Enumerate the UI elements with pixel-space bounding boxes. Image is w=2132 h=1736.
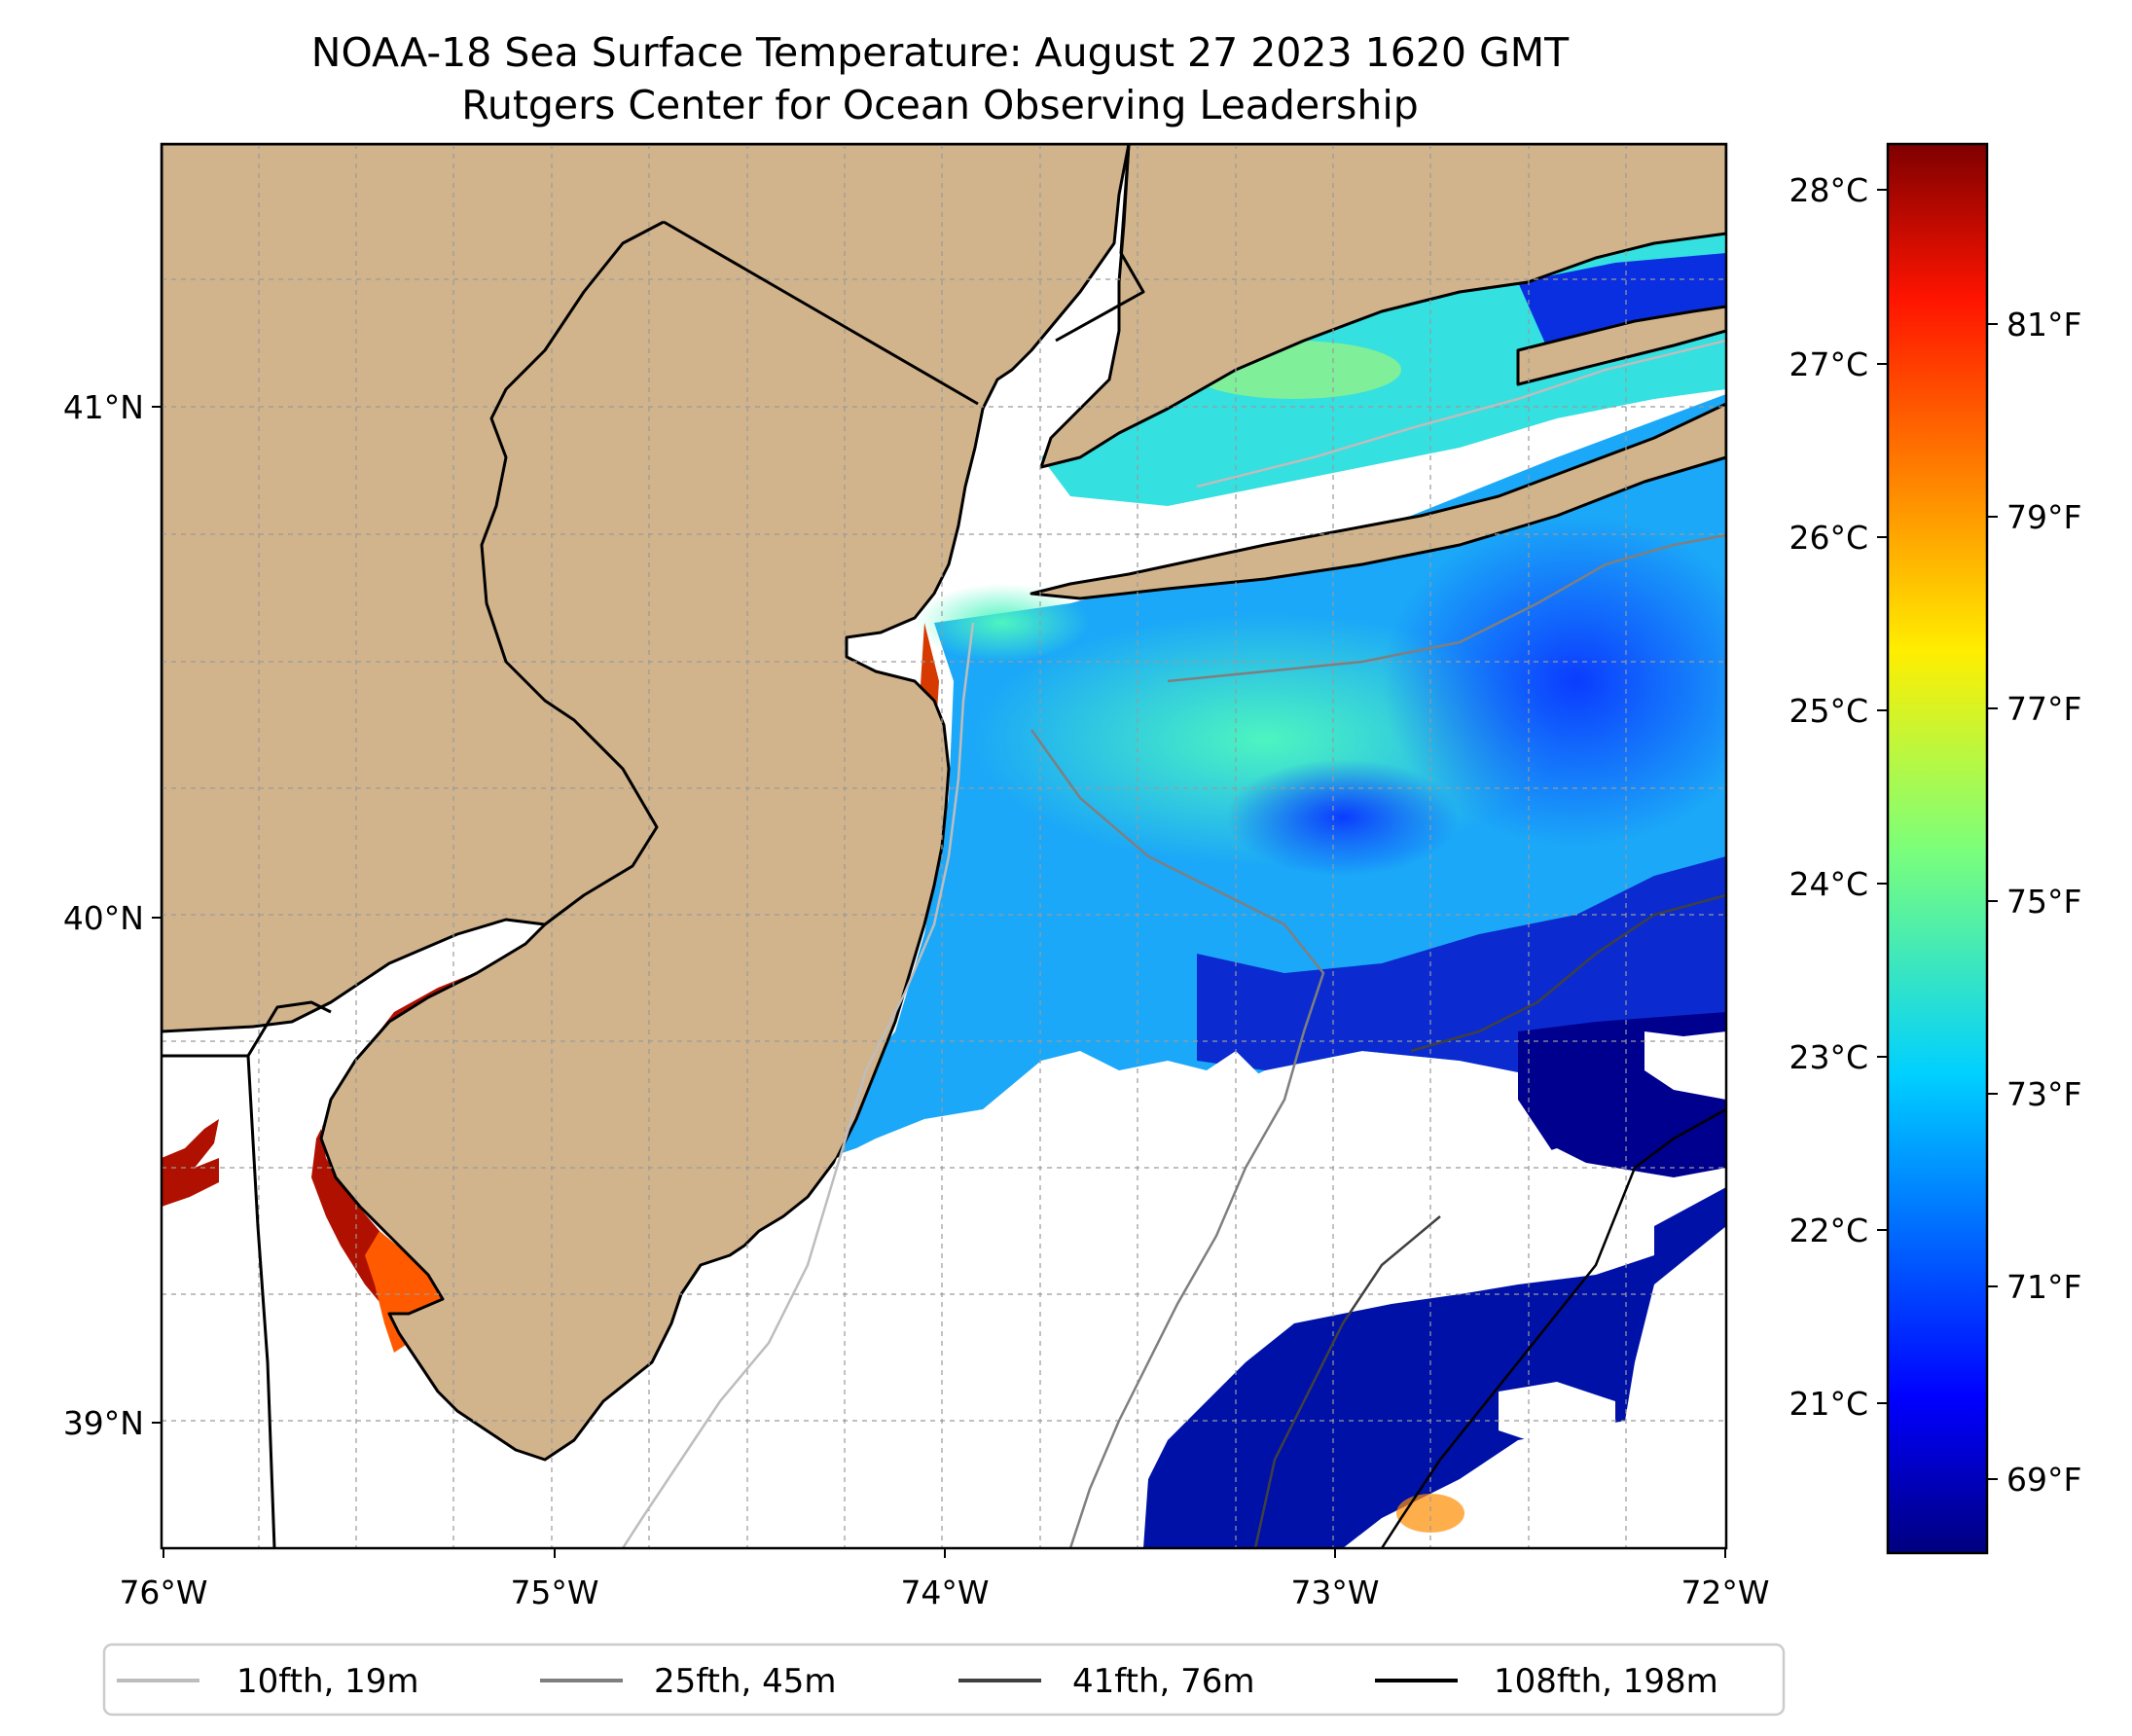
contour-10fth xyxy=(621,622,975,1548)
contour-25fth-east xyxy=(1167,533,1726,683)
fahrenheit-tick-label: 73°F xyxy=(2006,1075,2081,1113)
celsius-tick-label: 24°C xyxy=(1789,865,1868,903)
lon-tick-label: 74°W xyxy=(900,1573,989,1611)
legend-label: 41fth, 76m xyxy=(1072,1662,1255,1701)
lat-tick-label: 41°N xyxy=(63,388,144,426)
fahrenheit-tick-label: 79°F xyxy=(2006,498,2081,536)
celsius-tick-label: 22°C xyxy=(1789,1212,1868,1249)
contour-10fth-sound xyxy=(1196,339,1726,488)
land-long-island xyxy=(1030,402,1726,600)
border-ny-nj xyxy=(663,220,979,406)
lon-tick-label: 73°W xyxy=(1290,1573,1379,1611)
land-long-island-north-fork xyxy=(1516,305,1726,386)
lat-axis: 41°N 40°N 39°N xyxy=(63,388,162,1442)
celsius-tick-label: 28°C xyxy=(1789,171,1868,209)
title-line-1: NOAA-18 Sea Surface Temperature: August … xyxy=(311,29,1570,76)
fahrenheit-tick-label: 81°F xyxy=(2006,306,2081,344)
sst-warm-patch-nearshore xyxy=(915,584,1090,662)
legend-label: 25fth, 45m xyxy=(654,1662,837,1701)
colorbar-fahrenheit-axis: 81°F 79°F 77°F 75°F 73°F 71°F 69°F xyxy=(1987,306,2081,1499)
lon-axis: 76°W 75°W 74°W 73°W 72°W xyxy=(119,1548,1770,1611)
cloud-mask-southeast xyxy=(1499,1382,1615,1450)
colorbar-celsius-axis: 28°C 27°C 26°C 25°C 24°C 23°C 22°C 21°C xyxy=(1789,171,1888,1423)
land xyxy=(162,144,1726,1462)
lat-tick-label: 40°N xyxy=(63,899,144,937)
cloud-mask-south xyxy=(584,1051,1654,1548)
legend: 10fth, 19m 25fth, 45m 41fth, 76m 108fth,… xyxy=(102,1643,1786,1717)
border-ny-ct xyxy=(1055,144,1145,343)
legend-box xyxy=(102,1643,1786,1717)
map-panel xyxy=(162,144,1726,1548)
sst-field xyxy=(162,234,1726,1548)
lon-tick-label: 72°W xyxy=(1680,1573,1769,1611)
border-md-de xyxy=(246,1055,276,1548)
gridlines xyxy=(162,144,1726,1548)
border-pa-md-de xyxy=(162,1000,332,1058)
legend-label: 108fth, 198m xyxy=(1494,1662,1718,1701)
fahrenheit-tick-label: 69°F xyxy=(2006,1461,2081,1499)
bathymetry-contours xyxy=(621,339,1726,1548)
legend-item: 108fth, 198m xyxy=(1375,1662,1718,1701)
contour-41fth xyxy=(1253,893,1726,1548)
celsius-tick-label: 27°C xyxy=(1789,345,1868,383)
border-pa-nj-delaware-river xyxy=(480,220,665,926)
contour-108fth xyxy=(1380,1107,1726,1548)
lon-tick-label: 75°W xyxy=(510,1573,598,1611)
sst-cool-patch-center xyxy=(1226,759,1460,876)
legend-item: 41fth, 76m xyxy=(958,1662,1255,1701)
colorbar: 28°C 27°C 26°C 25°C 24°C 23°C 22°C 21°C … xyxy=(1789,142,2081,1555)
fahrenheit-tick-label: 75°F xyxy=(2006,883,2081,921)
fahrenheit-tick-label: 71°F xyxy=(2006,1268,2081,1306)
state-borders xyxy=(162,144,1145,1548)
lon-tick-label: 76°W xyxy=(119,1573,207,1611)
sst-cool-patch-east xyxy=(1382,516,1726,847)
land-connecticut-shore xyxy=(1039,144,1726,469)
celsius-tick-label: 23°C xyxy=(1789,1038,1868,1076)
sst-warm-spot-south xyxy=(1396,1494,1464,1533)
cloud-mask-east xyxy=(1644,1031,1726,1100)
title-line-2: Rutgers Center for Ocean Observing Leade… xyxy=(461,82,1419,128)
cloud-mask xyxy=(584,1031,1726,1548)
celsius-tick-label: 21°C xyxy=(1789,1385,1868,1423)
lat-tick-label: 39°N xyxy=(63,1404,144,1442)
sst-cold-patch-south xyxy=(1138,1187,1726,1548)
land-new-york-new-jersey-pennsylvania xyxy=(162,144,1131,1462)
celsius-tick-label: 26°C xyxy=(1789,519,1868,557)
sst-nearshore-warm-strip xyxy=(813,623,939,1148)
legend-item: 10fth, 19m xyxy=(117,1662,419,1701)
fahrenheit-tick-label: 77°F xyxy=(2006,690,2081,728)
contour-25fth xyxy=(1030,729,1325,1548)
colorbar-gradient xyxy=(1886,142,1989,1555)
celsius-tick-label: 25°C xyxy=(1789,692,1868,730)
sst-chesapeake-arm xyxy=(162,1119,219,1207)
legend-label: 10fth, 19m xyxy=(236,1662,419,1701)
legend-item: 25fth, 45m xyxy=(540,1662,837,1701)
sst-delaware-river xyxy=(311,934,545,1333)
